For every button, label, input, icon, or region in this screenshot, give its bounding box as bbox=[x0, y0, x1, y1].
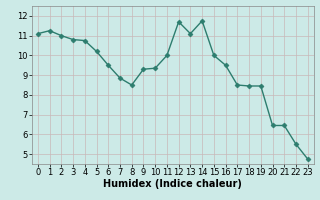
X-axis label: Humidex (Indice chaleur): Humidex (Indice chaleur) bbox=[103, 179, 242, 189]
